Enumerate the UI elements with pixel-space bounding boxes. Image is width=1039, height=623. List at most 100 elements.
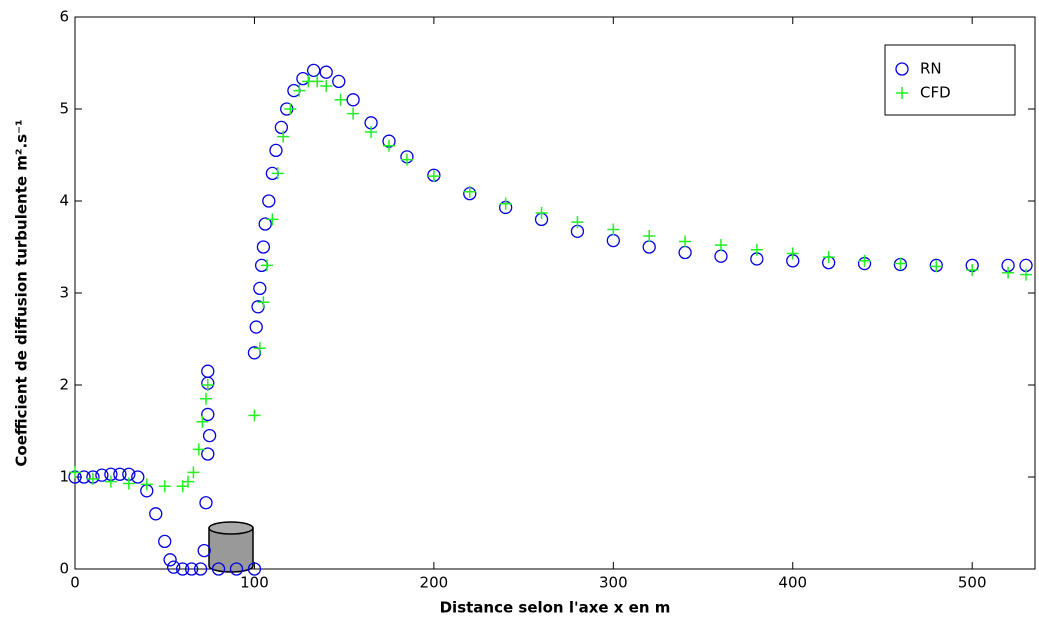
point — [104, 475, 117, 488]
point — [167, 560, 181, 574]
point — [383, 139, 396, 152]
point — [192, 443, 205, 456]
point — [199, 392, 212, 405]
point — [201, 407, 215, 422]
point — [229, 562, 244, 576]
point — [199, 496, 213, 510]
cylinder-icon — [208, 521, 254, 573]
point — [262, 194, 276, 208]
point — [266, 213, 279, 226]
point — [606, 233, 620, 248]
x-tick-label: 200 — [420, 574, 449, 592]
point — [193, 562, 208, 576]
point — [201, 379, 214, 391]
point — [750, 243, 763, 256]
point — [211, 562, 226, 576]
point — [163, 553, 177, 567]
point — [296, 71, 310, 86]
point — [679, 235, 692, 248]
y-tick-label: 6 — [59, 8, 69, 26]
point — [247, 562, 262, 576]
point — [113, 467, 127, 481]
point — [261, 259, 273, 272]
point — [201, 447, 215, 461]
x-tick-label: 100 — [240, 574, 269, 592]
point — [274, 120, 289, 135]
point — [930, 260, 943, 273]
x-tick-label: 400 — [778, 574, 807, 592]
point — [347, 107, 360, 120]
point — [277, 130, 290, 143]
y-tick-label: 2 — [59, 376, 69, 394]
point — [269, 143, 283, 158]
point — [77, 470, 91, 484]
point — [196, 415, 209, 428]
legend-label: CFD — [920, 84, 951, 102]
point — [197, 543, 211, 558]
x-tick-label: 300 — [599, 574, 628, 592]
point — [271, 167, 284, 180]
point — [307, 63, 321, 78]
point — [95, 468, 109, 482]
point — [607, 223, 620, 236]
point — [202, 428, 217, 443]
point — [149, 507, 163, 521]
point — [257, 296, 270, 309]
y-tick-label: 4 — [59, 192, 69, 210]
point — [400, 153, 413, 166]
y-axis-title: Coefficient de diffusion turbulente m².s… — [13, 119, 31, 466]
point — [131, 470, 145, 484]
legend-marker — [895, 62, 909, 76]
y-tick-label: 1 — [59, 468, 69, 486]
point — [499, 197, 512, 210]
point — [86, 472, 99, 485]
point — [535, 206, 548, 219]
point — [69, 466, 81, 479]
x-tick-label: 0 — [70, 574, 80, 592]
point — [184, 562, 199, 576]
point — [187, 466, 200, 479]
point — [822, 251, 835, 264]
point — [319, 65, 333, 79]
point — [158, 480, 171, 493]
point — [249, 320, 263, 334]
legend-label: RN — [920, 60, 942, 78]
point — [253, 342, 266, 355]
point — [714, 239, 727, 252]
point — [714, 249, 728, 263]
point — [158, 534, 172, 549]
point — [201, 364, 215, 378]
point — [571, 216, 584, 229]
point — [1002, 266, 1015, 279]
legend-marker — [896, 87, 908, 99]
point — [1020, 268, 1033, 281]
y-tick-label: 0 — [59, 560, 69, 578]
point — [365, 126, 378, 138]
y-tick-label: 5 — [59, 100, 69, 118]
point — [258, 217, 272, 231]
point — [311, 75, 324, 88]
point — [253, 281, 267, 296]
x-tick-label: 500 — [958, 574, 987, 592]
y-tick-label: 3 — [59, 284, 69, 302]
x-axis-title: Distance selon l'axe x en m — [440, 599, 671, 617]
point — [894, 257, 907, 270]
point — [182, 475, 195, 488]
point — [176, 562, 190, 576]
point — [284, 103, 297, 115]
point — [346, 93, 360, 107]
point — [248, 409, 261, 422]
point — [427, 170, 440, 183]
point — [256, 240, 271, 254]
point — [320, 80, 333, 92]
point — [463, 185, 476, 198]
point — [858, 254, 871, 267]
point — [122, 477, 135, 490]
point — [643, 229, 656, 242]
point — [678, 245, 692, 260]
point — [642, 240, 656, 254]
point — [293, 84, 306, 97]
point — [140, 478, 153, 491]
point — [966, 264, 979, 276]
